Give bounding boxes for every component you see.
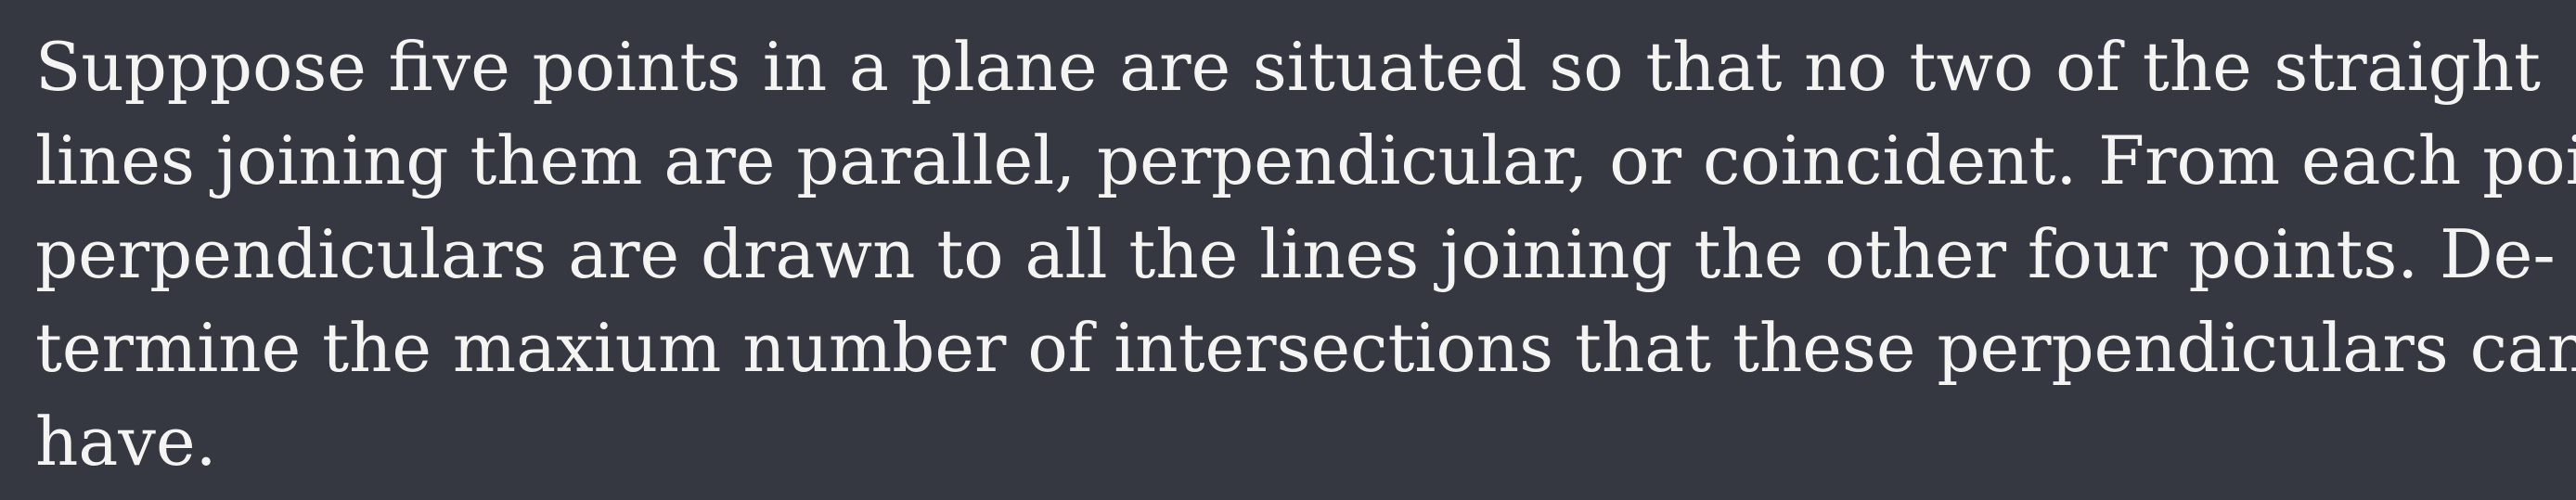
problem-line-1: Supppose five points in a plane are situ… <box>35 28 2541 106</box>
problem-line-2: lines joining them are parallel, perpend… <box>35 122 2576 199</box>
problem-line-3: perpendiculars are drawn to all the line… <box>35 215 2556 293</box>
problem-line-5: have. <box>35 403 217 481</box>
problem-line-4: termine the maxium number of intersectio… <box>35 309 2576 387</box>
